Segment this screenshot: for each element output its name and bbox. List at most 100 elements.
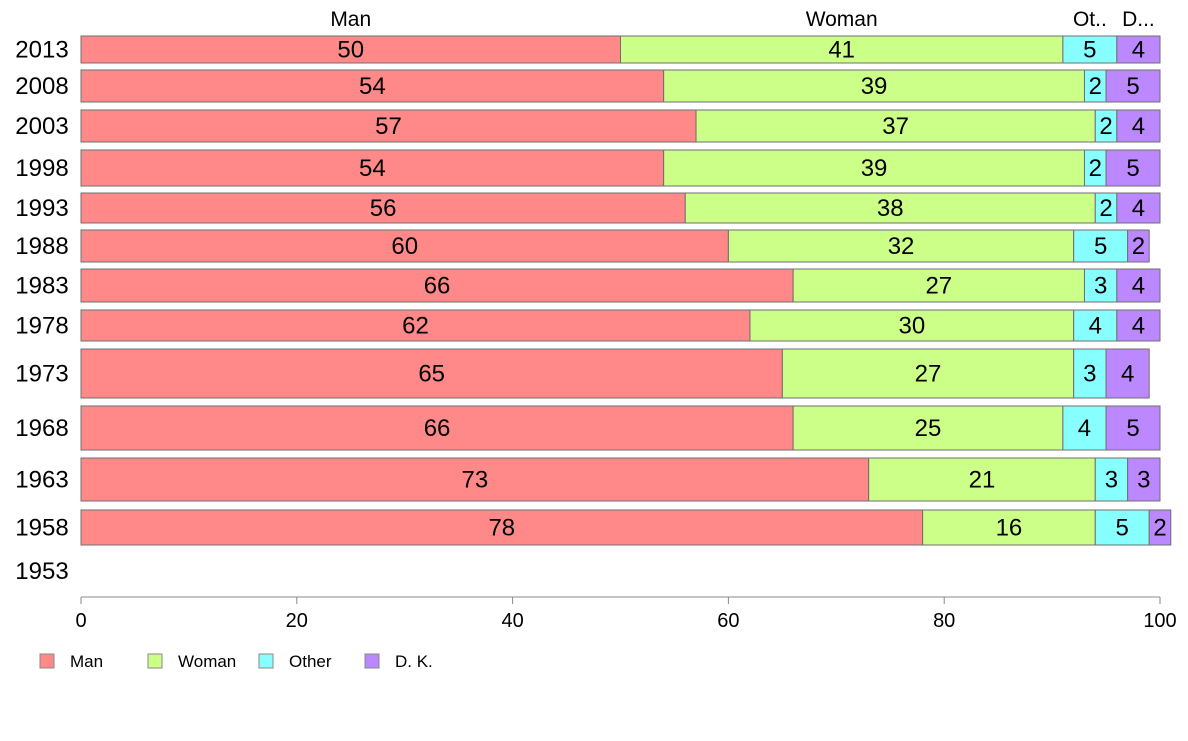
data-label: 78 <box>488 515 515 542</box>
year-label: 2003 <box>15 113 68 140</box>
legend-label: Woman <box>178 652 236 671</box>
x-tick-label: 60 <box>717 610 739 632</box>
bar-segment-woman <box>792 405 1064 451</box>
data-label: 4 <box>1132 195 1145 222</box>
data-label: 38 <box>877 195 904 222</box>
year-label: 1973 <box>15 361 68 388</box>
data-label: 5 <box>1083 37 1096 64</box>
bar-segment-d-k <box>1127 457 1161 502</box>
bar-segment-woman <box>663 149 1085 187</box>
bar-segment-d-k <box>1148 509 1172 546</box>
data-label: 50 <box>337 37 364 64</box>
data-label: 3 <box>1137 467 1150 494</box>
bar-segment-woman <box>792 268 1085 303</box>
data-label: 3 <box>1094 273 1107 300</box>
data-label: 2 <box>1099 195 1112 222</box>
bar-segment-d-k <box>1105 405 1161 451</box>
bar-segment-man <box>80 405 794 451</box>
bar-segment-other <box>1094 509 1150 546</box>
bar-segment-man <box>80 229 729 263</box>
bar-segment-woman <box>868 457 1096 502</box>
bar-segment-d-k <box>1105 348 1150 399</box>
data-label: 5 <box>1116 515 1129 542</box>
data-label: 4 <box>1132 37 1145 64</box>
x-tick-label: 40 <box>501 610 523 632</box>
bar-segment-d-k <box>1116 35 1161 64</box>
data-label: 4 <box>1132 113 1145 140</box>
x-tick-label: 20 <box>286 610 308 632</box>
bar-segment-woman <box>781 348 1075 399</box>
legend-swatch <box>39 653 55 669</box>
data-label: 5 <box>1126 73 1139 100</box>
year-label: 2013 <box>15 37 68 64</box>
year-label: 2008 <box>15 73 68 100</box>
bar-segment-d-k <box>1116 192 1161 224</box>
data-label: 60 <box>391 233 418 260</box>
column-header: Ot.. <box>1073 8 1107 31</box>
bar-segment-woman <box>695 109 1096 143</box>
data-label: 4 <box>1132 273 1145 300</box>
data-label: 27 <box>925 273 952 300</box>
data-label: 30 <box>898 313 925 340</box>
bar-segment-other <box>1094 457 1129 502</box>
bar-segment-man <box>80 35 621 64</box>
bar-segment-woman <box>727 229 1075 263</box>
data-label: 16 <box>996 515 1023 542</box>
bar-segment-man <box>80 348 783 399</box>
year-label: 1963 <box>15 467 68 494</box>
legend-swatch <box>364 653 380 669</box>
year-label: 1993 <box>15 195 68 222</box>
bar-segment-woman <box>663 69 1085 103</box>
data-label: 54 <box>359 73 386 100</box>
data-label: 2 <box>1089 155 1102 182</box>
year-label: 1983 <box>15 273 68 300</box>
year-label: 1958 <box>15 515 68 542</box>
data-label: 2 <box>1153 515 1166 542</box>
column-header: Woman <box>806 8 878 31</box>
data-label: 54 <box>359 155 386 182</box>
bar-segment-man <box>80 268 794 303</box>
bar-segment-d-k <box>1105 149 1161 187</box>
data-label: 4 <box>1078 415 1091 442</box>
data-label: 73 <box>461 467 488 494</box>
data-label: 2 <box>1099 113 1112 140</box>
bar-segment-man <box>80 309 751 342</box>
data-label: 2 <box>1089 73 1102 100</box>
data-label: 56 <box>370 195 397 222</box>
data-label: 21 <box>969 467 996 494</box>
year-label: 1988 <box>15 233 68 260</box>
data-label: 5 <box>1126 155 1139 182</box>
legend-swatch <box>258 653 274 669</box>
data-label: 62 <box>402 313 429 340</box>
data-label: 3 <box>1105 467 1118 494</box>
legend-label: D. K. <box>395 652 433 671</box>
data-label: 25 <box>915 415 942 442</box>
bar-segment-other <box>1073 348 1107 399</box>
legend-label: Man <box>70 652 103 671</box>
legend-label: Other <box>289 652 332 671</box>
year-label: 1998 <box>15 155 68 182</box>
data-label: 37 <box>882 113 909 140</box>
data-label: 66 <box>424 415 451 442</box>
bar-segment-man <box>80 457 870 502</box>
data-label: 39 <box>861 73 888 100</box>
data-label: 5 <box>1094 233 1107 260</box>
year-label: 1978 <box>15 313 68 340</box>
data-label: 57 <box>375 113 402 140</box>
column-header: D... <box>1122 8 1155 31</box>
bar-segment-d-k <box>1116 109 1161 143</box>
data-label: 65 <box>418 361 445 388</box>
bar-segment-d-k <box>1105 69 1161 103</box>
bar-segment-d-k <box>1116 268 1161 303</box>
data-label: 4 <box>1132 313 1145 340</box>
data-label: 66 <box>424 273 451 300</box>
data-label: 4 <box>1121 361 1134 388</box>
data-label: 39 <box>861 155 888 182</box>
year-label: 1953 <box>15 558 68 585</box>
bar-segment-man <box>80 149 665 187</box>
bar-segment-d-k <box>1116 309 1161 342</box>
column-header: Man <box>330 8 371 31</box>
bar-segment-other <box>1062 35 1118 64</box>
data-label: 4 <box>1089 313 1102 340</box>
